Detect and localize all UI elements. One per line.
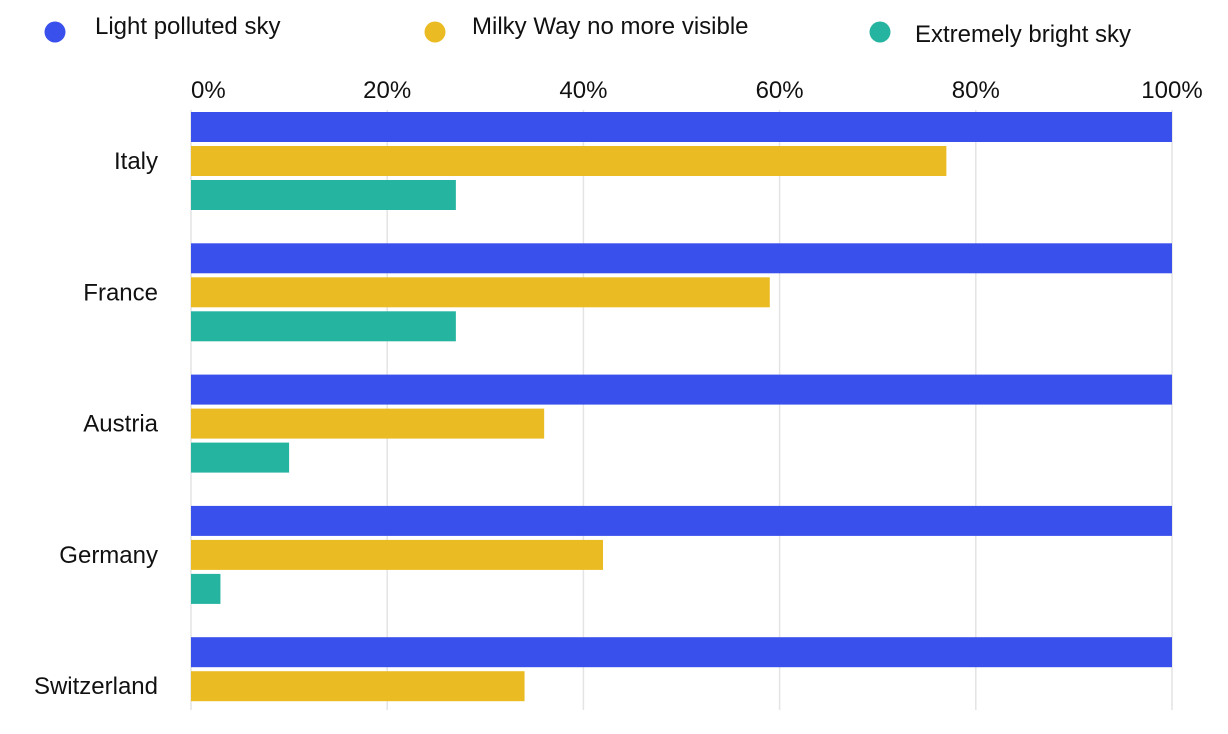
x-tick-label: 60% <box>756 77 804 104</box>
bar-italy-2[interactable] <box>191 146 947 176</box>
category-label: France <box>83 279 158 306</box>
bar-austria-3[interactable] <box>191 442 290 473</box>
x-tick-label: 100% <box>1141 77 1202 104</box>
category-label: Austria <box>83 411 158 438</box>
x-tick-label: 0% <box>191 77 226 104</box>
bar-switzerland-2[interactable] <box>191 671 525 702</box>
x-tick-label: 80% <box>952 77 1000 104</box>
bar-france-1[interactable] <box>191 243 1172 274</box>
bar-germany-1[interactable] <box>191 505 1172 536</box>
bar-germany-2[interactable] <box>191 539 604 570</box>
legend-marker <box>869 21 891 43</box>
category-label: Switzerland <box>34 673 158 700</box>
bar-italy-3[interactable] <box>191 180 456 210</box>
bar-italy-1[interactable] <box>191 112 1172 142</box>
legend-label: Milky Way no more visible <box>472 13 749 40</box>
bar-austria-2[interactable] <box>191 408 545 439</box>
bar-france-2[interactable] <box>191 277 770 308</box>
category-label: Italy <box>114 148 158 175</box>
category-label: Germany <box>59 542 158 569</box>
legend-marker <box>44 21 66 43</box>
bar-france-3[interactable] <box>191 311 456 342</box>
bar-austria-1[interactable] <box>191 374 1172 405</box>
bar-germany-3[interactable] <box>191 573 221 604</box>
legend-label: Extremely bright sky <box>915 21 1131 48</box>
legend-marker <box>424 21 446 43</box>
x-tick-label: 40% <box>559 77 607 104</box>
bar-switzerland-1[interactable] <box>191 637 1172 668</box>
x-tick-label: 20% <box>363 77 411 104</box>
legend-label: Light polluted sky <box>95 13 280 40</box>
